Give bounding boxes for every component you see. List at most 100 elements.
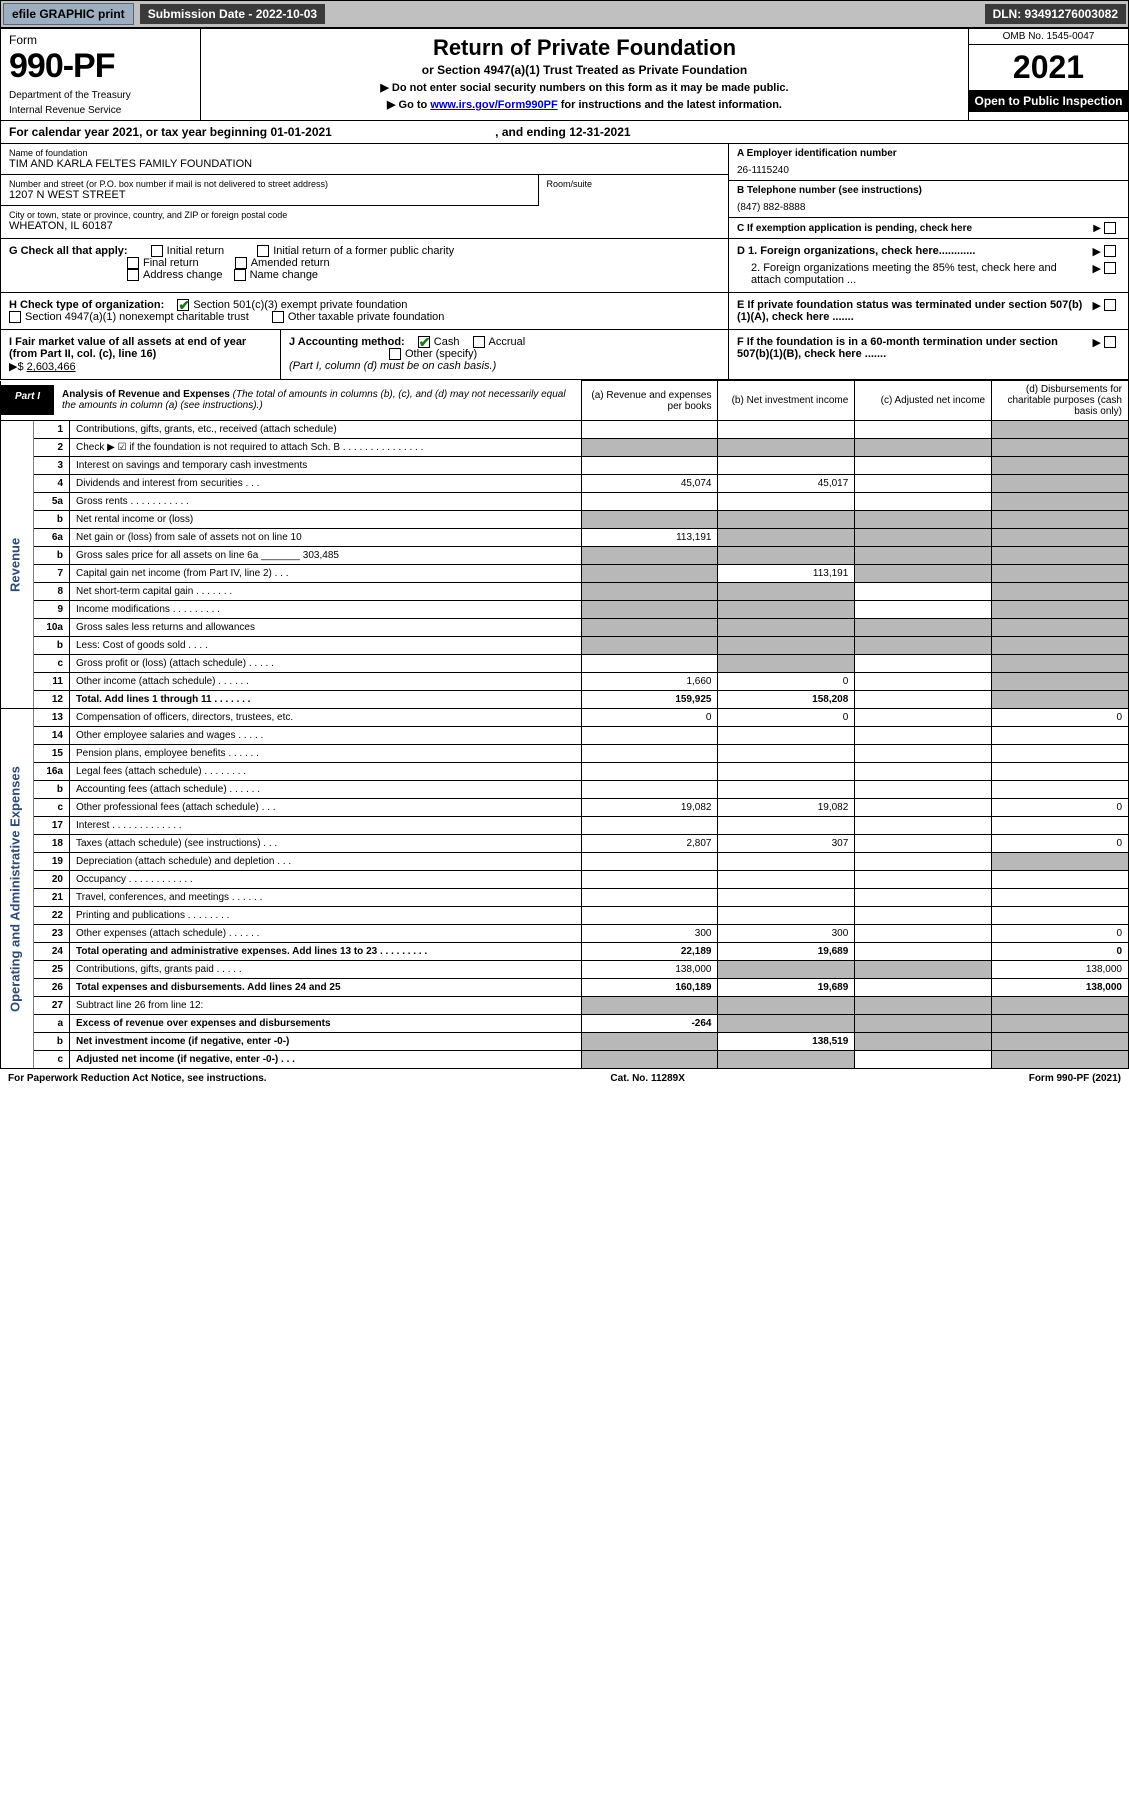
footer-center: Cat. No. 11289X: [610, 1073, 684, 1084]
cell-d: [992, 619, 1129, 637]
cell-a: [581, 619, 718, 637]
cell-a: 22,189: [581, 943, 718, 961]
info-grid: Name of foundation TIM AND KARLA FELTES …: [0, 144, 1129, 239]
cell-b: [718, 1051, 855, 1069]
cell-a: [581, 601, 718, 619]
row-number: 27: [34, 997, 70, 1015]
row-desc: Net gain or (loss) from sale of assets n…: [70, 529, 582, 547]
city-cell: City or town, state or province, country…: [1, 206, 728, 236]
cell-d: 138,000: [992, 979, 1129, 997]
table-row: bGross sales price for all assets on lin…: [1, 547, 1129, 565]
table-row: 3Interest on savings and temporary cash …: [1, 457, 1129, 475]
table-row: 7Capital gain net income (from Part IV, …: [1, 565, 1129, 583]
cell-c: [855, 583, 992, 601]
cell-b: [718, 961, 855, 979]
section-g: G Check all that apply: Initial return I…: [1, 239, 728, 292]
page-footer: For Paperwork Reduction Act Notice, see …: [0, 1069, 1129, 1088]
form-subtitle: or Section 4947(a)(1) Trust Treated as P…: [211, 63, 958, 77]
cell-c: [855, 799, 992, 817]
calendar-year-row: For calendar year 2021, or tax year begi…: [0, 121, 1129, 144]
cell-d: [992, 547, 1129, 565]
chk-other-taxable[interactable]: [272, 311, 284, 323]
row-number: 14: [34, 727, 70, 745]
chk-4947[interactable]: [9, 311, 21, 323]
form-title: Return of Private Foundation: [211, 35, 958, 61]
chk-d1[interactable]: [1104, 245, 1116, 257]
cell-b: 300: [718, 925, 855, 943]
row-desc: Legal fees (attach schedule) . . . . . .…: [70, 763, 582, 781]
chk-accrual[interactable]: [473, 336, 485, 348]
cell-d: [992, 1015, 1129, 1033]
cell-c: [855, 889, 992, 907]
chk-other-method[interactable]: [389, 348, 401, 360]
row-desc: Check ▶ ☑ if the foundation is not requi…: [70, 439, 582, 457]
cell-b: 0: [718, 709, 855, 727]
section-h-e: H Check type of organization: Section 50…: [0, 293, 1129, 330]
cell-b: [718, 997, 855, 1015]
irs-link[interactable]: www.irs.gov/Form990PF: [430, 99, 557, 111]
cell-b: 19,082: [718, 799, 855, 817]
cell-c: [855, 475, 992, 493]
row-desc: Less: Cost of goods sold . . . .: [70, 637, 582, 655]
cell-d: [992, 781, 1129, 799]
cell-d: 0: [992, 709, 1129, 727]
table-row: 22Printing and publications . . . . . . …: [1, 907, 1129, 925]
chk-initial-former[interactable]: [257, 245, 269, 257]
row-number: 2: [34, 439, 70, 457]
table-row: Revenue1Contributions, gifts, grants, et…: [1, 421, 1129, 439]
cell-c: [855, 943, 992, 961]
cell-c: [855, 781, 992, 799]
chk-final[interactable]: [127, 257, 139, 269]
section-e: E If private foundation status was termi…: [728, 293, 1128, 329]
cell-c: [855, 529, 992, 547]
row-number: b: [34, 781, 70, 799]
cell-a: [581, 817, 718, 835]
exemption-checkbox[interactable]: [1104, 222, 1116, 234]
cell-d: [992, 691, 1129, 709]
section-j: J Accounting method: Cash Accrual Other …: [281, 330, 728, 379]
cell-b: 19,689: [718, 943, 855, 961]
row-desc: Gross rents . . . . . . . . . . .: [70, 493, 582, 511]
cell-a: [581, 871, 718, 889]
cell-a: [581, 745, 718, 763]
chk-cash[interactable]: [418, 336, 430, 348]
cell-c: [855, 925, 992, 943]
chk-address[interactable]: [127, 269, 139, 281]
row-number: c: [34, 655, 70, 673]
cell-d: [992, 493, 1129, 511]
row-desc: Interest . . . . . . . . . . . . .: [70, 817, 582, 835]
footer-left: For Paperwork Reduction Act Notice, see …: [8, 1073, 267, 1084]
cell-b: 307: [718, 835, 855, 853]
row-desc: Excess of revenue over expenses and disb…: [70, 1015, 582, 1033]
cell-c: [855, 853, 992, 871]
row-number: b: [34, 511, 70, 529]
cell-d: [992, 565, 1129, 583]
chk-name[interactable]: [234, 269, 246, 281]
cell-a: [581, 1033, 718, 1051]
chk-501c3[interactable]: [177, 299, 189, 311]
chk-e[interactable]: [1104, 299, 1116, 311]
row-desc: Contributions, gifts, grants paid . . . …: [70, 961, 582, 979]
chk-f[interactable]: [1104, 336, 1116, 348]
row-number: 26: [34, 979, 70, 997]
row-desc: Accounting fees (attach schedule) . . . …: [70, 781, 582, 799]
row-number: 13: [34, 709, 70, 727]
cell-d: [992, 529, 1129, 547]
cell-a: [581, 547, 718, 565]
table-row: cAdjusted net income (if negative, enter…: [1, 1051, 1129, 1069]
chk-amended[interactable]: [235, 257, 247, 269]
row-desc: Net rental income or (loss): [70, 511, 582, 529]
section-h: H Check type of organization: Section 50…: [1, 293, 728, 329]
row-number: 16a: [34, 763, 70, 781]
row-desc: Capital gain net income (from Part IV, l…: [70, 565, 582, 583]
table-row: 8Net short-term capital gain . . . . . .…: [1, 583, 1129, 601]
table-row: 15Pension plans, employee benefits . . .…: [1, 745, 1129, 763]
chk-d2[interactable]: [1104, 262, 1116, 274]
cell-a: [581, 655, 718, 673]
exemption-cell: C If exemption application is pending, c…: [729, 218, 1128, 238]
cell-c: [855, 1051, 992, 1069]
cell-d: [992, 853, 1129, 871]
chk-initial[interactable]: [151, 245, 163, 257]
cell-c: [855, 709, 992, 727]
efile-button[interactable]: efile GRAPHIC print: [3, 3, 134, 25]
